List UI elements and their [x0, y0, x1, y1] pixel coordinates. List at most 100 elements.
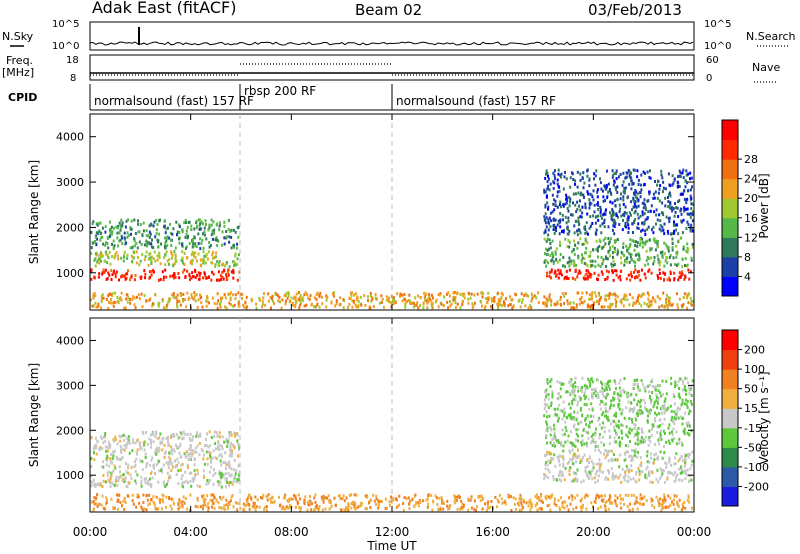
heatmap-cell: [568, 473, 571, 476]
heatmap-cell: [646, 450, 649, 454]
heatmap-cell: [427, 494, 430, 498]
heatmap-cell: [661, 176, 664, 180]
heatmap-cell: [219, 481, 222, 485]
heatmap-cell: [591, 469, 594, 473]
heatmap-cell: [634, 253, 637, 257]
heatmap-cell: [236, 433, 239, 437]
heatmap-cell: [586, 386, 589, 390]
heatmap-cell: [296, 500, 299, 504]
heatmap-cell: [217, 501, 220, 505]
heatmap-cell: [181, 500, 184, 504]
heatmap-cell: [510, 298, 513, 302]
heatmap-cell: [580, 441, 583, 445]
heatmap-cell: [264, 505, 267, 509]
heatmap-cell: [384, 497, 387, 501]
heatmap-cell: [599, 214, 602, 218]
heatmap-cell: [137, 219, 140, 223]
heatmap-cell: [292, 497, 295, 501]
heatmap-cell: [199, 258, 202, 262]
heatmap-cell: [145, 431, 147, 434]
heatmap-cell: [577, 422, 580, 426]
heatmap-cell: [575, 460, 578, 464]
heatmap-cell: [596, 277, 598, 281]
heatmap-cell: [199, 434, 202, 438]
heatmap-cell: [661, 506, 664, 510]
heatmap-cell: [631, 296, 634, 300]
colorbar-swatch: [722, 427, 738, 448]
heatmap-cell: [94, 235, 97, 239]
heatmap-cell: [536, 496, 539, 500]
heatmap-cell: [662, 228, 665, 232]
heatmap-cell: [167, 300, 170, 304]
heatmap-cell: [307, 296, 310, 300]
heatmap-cell: [120, 291, 123, 295]
heatmap-cell: [615, 212, 618, 216]
heatmap-cell: [371, 297, 374, 301]
heatmap-cell: [556, 302, 559, 306]
heatmap-cell: [123, 496, 126, 500]
heatmap-cell: [681, 471, 684, 474]
heatmap-cell: [607, 190, 610, 194]
heatmap-cell: [604, 199, 606, 202]
heatmap-cell: [184, 235, 187, 239]
heatmap-cell: [547, 174, 549, 178]
heatmap-cell: [629, 242, 632, 246]
heatmap-cell: [606, 417, 609, 421]
heatmap-cell: [440, 496, 443, 500]
heatmap-cell: [598, 432, 601, 436]
heatmap-cell: [563, 432, 566, 436]
heatmap-cell: [551, 438, 554, 442]
heatmap-cell: [571, 448, 574, 452]
heatmap-cell: [197, 232, 200, 236]
heatmap-cell: [178, 237, 180, 241]
heatmap-cell: [617, 403, 620, 407]
heatmap-cell: [447, 306, 450, 310]
heatmap-cell: [581, 456, 584, 459]
heatmap-cell: [607, 225, 610, 229]
heatmap-cell: [603, 305, 605, 309]
heatmap-cell: [675, 452, 678, 456]
heatmap-cell: [604, 294, 607, 298]
heatmap-cell: [148, 298, 151, 302]
heatmap-cell: [573, 452, 576, 456]
heatmap-cell: [215, 278, 218, 282]
heatmap-cell: [236, 242, 239, 246]
heatmap-cell: [165, 227, 168, 231]
heatmap-cell: [103, 507, 106, 511]
heatmap-cell: [631, 239, 634, 243]
heatmap-cell: [650, 299, 653, 303]
heatmap-cell: [589, 254, 592, 258]
heatmap-cell: [195, 245, 198, 248]
heatmap-cell: [454, 498, 457, 501]
heatmap-cell: [548, 470, 551, 474]
heatmap-cell: [502, 300, 505, 304]
heatmap-cell: [546, 426, 549, 430]
heatmap-cell: [355, 305, 358, 309]
heatmap-cell: [583, 257, 586, 261]
heatmap-cell: [594, 265, 597, 269]
heatmap-cell: [188, 296, 191, 300]
heatmap-cell: [610, 214, 613, 218]
heatmap-cell: [663, 252, 666, 256]
heatmap-cell: [525, 501, 528, 505]
heatmap-cell: [552, 478, 555, 481]
heatmap-cell: [347, 504, 350, 507]
heatmap-cell: [134, 470, 137, 473]
heatmap-cell: [212, 449, 215, 453]
heatmap-cell: [92, 220, 95, 224]
heatmap-cell: [527, 504, 530, 508]
heatmap-cell: [119, 445, 122, 448]
heatmap-cell: [205, 299, 208, 303]
heatmap-cell: [223, 504, 226, 508]
heatmap-cell: [514, 497, 517, 501]
heatmap-cell: [151, 238, 153, 242]
heatmap-cell: [119, 223, 122, 227]
heatmap-cell: [157, 245, 160, 249]
heatmap-cell: [403, 496, 406, 499]
heatmap-cell: [675, 417, 677, 421]
heatmap-cell: [678, 199, 681, 203]
heatmap-cell: [94, 294, 97, 298]
heatmap-cell: [223, 236, 226, 240]
heatmap-cell: [207, 508, 210, 512]
heatmap-cell: [114, 477, 117, 481]
